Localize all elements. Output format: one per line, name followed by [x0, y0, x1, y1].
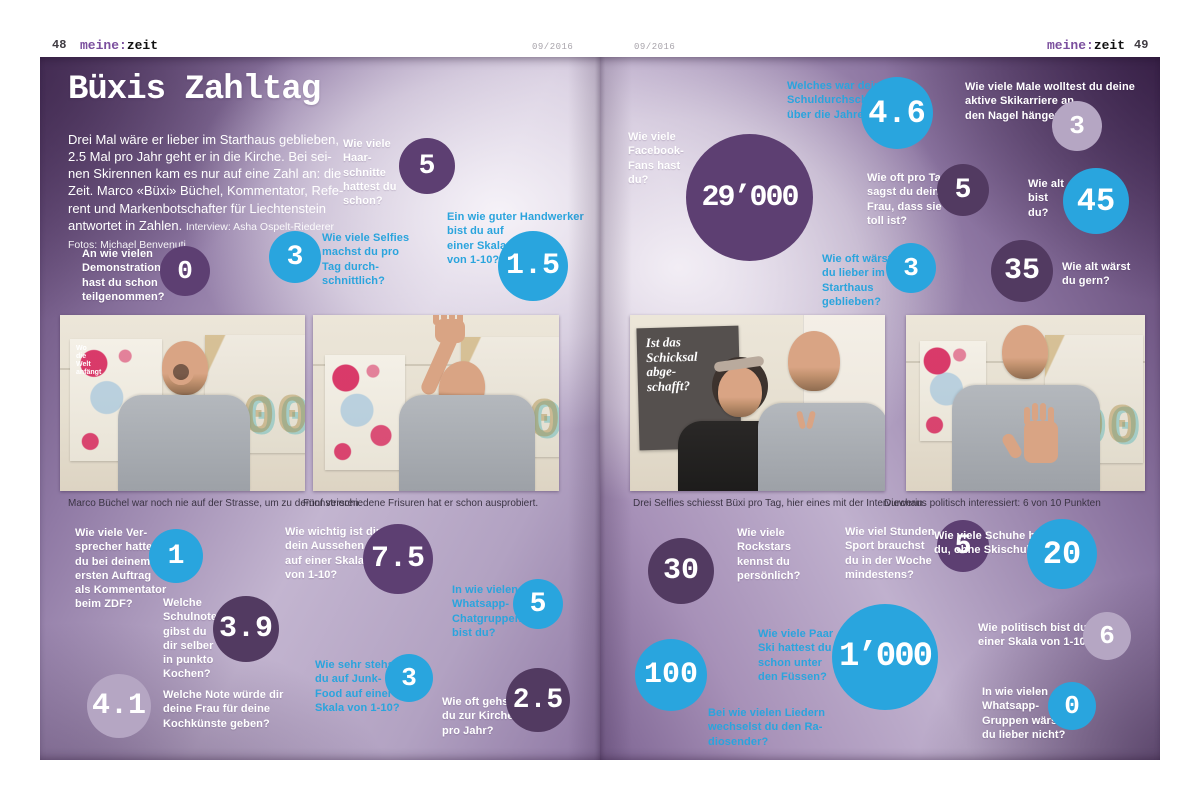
question-text: Wie viele Haar- schnitte hattest du scho… — [343, 138, 397, 208]
question-text: Wie oft gehst du zur Kirche pro Jahr? — [442, 696, 514, 737]
issue-date-left: 09/2016 — [532, 42, 574, 52]
answer-circle: 29’000 — [686, 134, 813, 261]
answer-circle: 1.5 — [498, 231, 568, 301]
answer-circle: 30 — [648, 538, 714, 604]
finger — [1032, 403, 1038, 421]
brand-prefix: meine: — [1047, 38, 1094, 53]
answer-circle: 5 — [937, 164, 989, 216]
person-torso — [758, 403, 885, 491]
answer-circle: 45 — [1063, 168, 1129, 234]
answer-circle: 35 — [991, 240, 1053, 302]
poster-overlay-text: Ist das Schicksal abge- schafft? — [645, 334, 698, 394]
answer-circle: 20 — [1027, 519, 1097, 589]
answer-circle: 100 — [635, 639, 707, 711]
interview-credit: Interview: Asha Ospelt-Riederer — [185, 220, 335, 233]
question-text: Wie viele Male wolltest du deine aktive … — [965, 81, 1135, 122]
answer-circle: 4.1 — [87, 674, 151, 738]
question-text: Welches war dein Schuldurchschnitt über … — [787, 80, 886, 121]
question-text: Wie viele Selfies machst du pro Tag durc… — [322, 232, 410, 287]
person-head — [788, 331, 840, 391]
poster-text: Wo die Welt anfängt — [76, 345, 102, 377]
answer-circle: 3 — [1052, 101, 1102, 151]
photo-caption: Durchaus politisch interessiert: 6 von 1… — [884, 498, 1101, 509]
page-number-right: 49 — [1134, 38, 1149, 52]
question-text: Wie viele Facebook- Fans hast du? — [628, 131, 684, 186]
page-spread: Büxis Zahltag Drei Mal wäre er lieber im… — [40, 57, 1160, 760]
answer-circle: 6 — [1083, 612, 1131, 660]
question-text: Wie alt wärst du gern? — [1062, 261, 1131, 288]
brand-suffix: zeit — [126, 38, 159, 53]
answer-circle: 5 — [513, 579, 563, 629]
answer-circle: 7.5 — [363, 524, 433, 594]
answer-circle: 1 — [149, 529, 203, 583]
answer-circle: 5 — [399, 138, 455, 194]
person-torso — [399, 395, 535, 491]
person-head — [1002, 325, 1048, 379]
finger — [457, 315, 463, 325]
photo-caption: Fünf verschiedene Frisuren hat er schon … — [303, 498, 539, 509]
answer-circle: 3 — [269, 231, 321, 283]
question-text: Wie viele Rockstars kennst du persönlich… — [737, 527, 801, 582]
brand-suffix: zeit — [1093, 38, 1126, 53]
brand-prefix: meine: — [80, 38, 127, 53]
hand-on-chest — [1024, 421, 1058, 463]
finger — [449, 315, 455, 321]
hand-spyglass-gesture — [168, 359, 194, 385]
photo-politics: 00 — [906, 315, 1145, 491]
answer-circle: 4.6 — [861, 77, 933, 149]
question-text: Wie wichtig ist dir dein Aussehen auf ei… — [285, 526, 381, 581]
finger — [1024, 407, 1030, 425]
finger — [1040, 403, 1046, 421]
poster-digits: 00 — [241, 385, 305, 449]
photo-demonstration: Wo die Welt anfängt 00 — [60, 315, 305, 491]
finger — [433, 315, 439, 325]
question-text: Wie oft pro Tag sagst du deiner Frau, da… — [867, 172, 950, 227]
interviewer-head — [718, 367, 762, 417]
question-text: Wie oft wärst du lieber im Starthaus geb… — [822, 253, 892, 308]
answer-circle: 3.9 — [213, 596, 279, 662]
question-text: An wie vielen Demonstrationen hast du sc… — [82, 248, 174, 303]
answer-circle: 3 — [886, 243, 936, 293]
question-text: Wie viel Stunden Sport brauchst du in de… — [845, 526, 935, 581]
answer-circle: 5 — [937, 520, 989, 572]
question-text: Ein wie guter Handwerker bist du auf ein… — [447, 211, 584, 266]
answer-circle: 3 — [385, 654, 433, 702]
question-text: In wie vielen Whatsapp- Chatgruppen bist… — [452, 584, 522, 639]
person-torso — [118, 395, 250, 491]
magazine-brand-left: meine:zeit — [80, 38, 158, 53]
question-text: In wie vielen Whatsapp- Gruppen wärst du… — [982, 686, 1066, 741]
article-title: Büxis Zahltag — [68, 71, 321, 109]
page-number-left: 48 — [52, 38, 67, 52]
photo-haircuts: 00 — [313, 315, 559, 491]
question-text: Welche Schulnote gibst du dir selber in … — [163, 597, 218, 681]
poster-artwork: 00 — [205, 335, 305, 453]
photo-caption: Drei Selfies schiesst Büxi pro Tag, hier… — [633, 498, 926, 509]
question-text: Wie viele Paar Ski hattest du schon unte… — [758, 628, 834, 683]
intro-text: Drei Mal wäre er lieber im Starthaus geb… — [68, 132, 344, 233]
article-intro: Drei Mal wäre er lieber im Starthaus geb… — [68, 131, 388, 253]
question-text: Bei wie vielen Liedern wechselst du den … — [708, 707, 826, 748]
photo-caption: Marco Büchel war noch nie auf der Strass… — [68, 498, 362, 509]
answer-circle: 2.5 — [506, 668, 570, 732]
answer-circle: 1’000 — [832, 604, 938, 710]
answer-circle: 0 — [160, 246, 210, 296]
magazine-brand-right: meine:zeit — [1047, 38, 1125, 53]
issue-date-right: 09/2016 — [634, 42, 676, 52]
finger — [441, 315, 447, 321]
finger — [1048, 407, 1054, 425]
question-text: Wie alt bist du? — [1028, 178, 1065, 219]
poster-splatter — [325, 355, 405, 470]
photo-selfie: Ist das Schicksal abge- schafft? — [630, 315, 885, 491]
answer-circle: 0 — [1048, 682, 1096, 730]
question-text: Welche Note würde dir deine Frau für dei… — [163, 689, 284, 730]
